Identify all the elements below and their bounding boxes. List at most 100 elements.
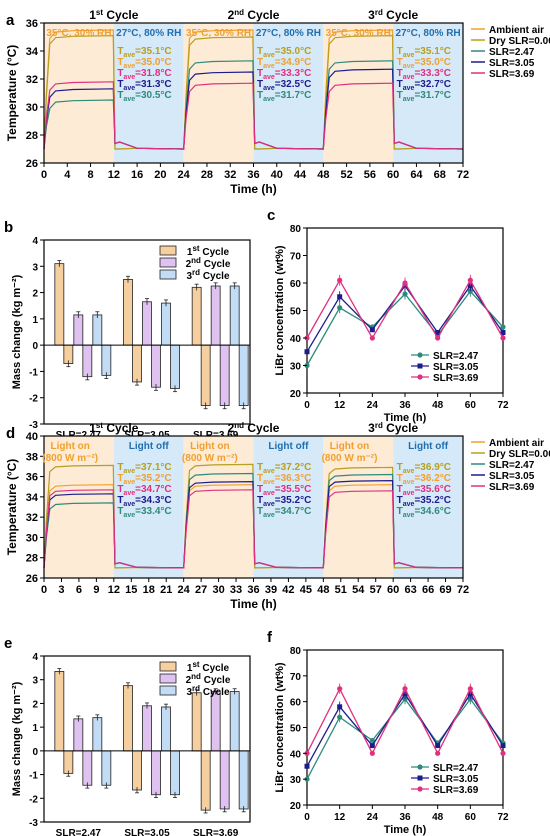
panel-f-xtick-label: 60 (465, 812, 477, 823)
panel-a-tave-label: Tave=33.3°C (257, 68, 311, 81)
panel-c-legend-marker (417, 363, 423, 369)
panel-d-xtick-label: 27 (195, 584, 207, 596)
panel-d-shade-on-2 (323, 436, 394, 578)
panel-d-xtick-label: 30 (212, 584, 224, 596)
panel-e-ytick-label: 0 (32, 747, 38, 758)
panel-e-ytick-label: -3 (29, 818, 38, 829)
panel-b-frame (43, 239, 251, 425)
panel-d-on-label: Light on (50, 441, 89, 452)
panel-c-point (337, 277, 343, 283)
panel-d-on-label-2: (800 W m⁻²) (322, 453, 378, 464)
panel-d-line-slr369 (43, 489, 463, 569)
panel-e-legend-swatch (159, 661, 177, 672)
panel-d-off-label: Light off (129, 441, 170, 452)
panel-a-xtick-label: 68 (434, 169, 446, 181)
panel-c-point (435, 330, 441, 335)
panel-d-xlabel: Time (h) (230, 597, 276, 611)
panel-a-tave-label: Tave=31.7°C (397, 90, 451, 103)
panel-f-ytick-label: 80 (290, 646, 302, 657)
panel-a-xtick-label: 16 (131, 169, 143, 181)
panel-d-line-dry (43, 463, 463, 569)
panel-a-ytick-label: 28 (26, 130, 38, 142)
panel-d-xtick-label: 54 (352, 584, 365, 596)
panel-e-frame (43, 655, 251, 823)
panel-a-legend-label: SLR=3.69 (489, 69, 535, 80)
panel-f-legend-marker (417, 775, 423, 781)
panel-b-ytick-label: 1 (32, 315, 38, 326)
panel-e-bar-neg (63, 750, 74, 774)
panel-c-legend-label: SLR=2.47 (433, 351, 479, 362)
panel-e-legend-swatch (159, 685, 177, 696)
panel-c-xtick-label: 0 (304, 400, 310, 411)
panel-a-shade-off-2 (393, 23, 463, 163)
panel-f-ytick-label: 50 (290, 724, 302, 735)
panel-b-ytick-label: 3 (32, 262, 38, 273)
panel-a-line-dry (43, 34, 463, 150)
panel-c-ylabel: LiBr concentration (wt%) (274, 245, 286, 376)
panel-d-xtick-label: 9 (93, 584, 99, 596)
panel-a-ytick-label: 36 (26, 18, 38, 30)
panel-f-point (500, 750, 506, 756)
panel-d-tave-label: Tave=35.2°C (117, 473, 171, 486)
panel-f-xtick-label: 24 (367, 812, 379, 823)
panel-a-letter: a (6, 12, 15, 29)
panel-f-point (304, 763, 310, 769)
panel-f-legend-label: SLR=2.47 (433, 763, 479, 774)
panel-a-off-label: 27°C, 80% RH (256, 28, 321, 39)
panel-c-xtick-label: 48 (432, 400, 444, 411)
panel-d-line-slr305 (43, 479, 463, 569)
panel-e-category-label: SLR=2.47 (56, 828, 102, 836)
panel-d-xtick-label: 45 (300, 584, 312, 596)
panel-d-legend-label: SLR=3.05 (489, 471, 535, 482)
panel-f-point (337, 714, 343, 720)
panel-b-bar-pos (210, 285, 221, 346)
panel-c-point (500, 330, 506, 335)
panel-d-xtick-label: 60 (387, 584, 399, 596)
panel-d-xtick-label: 48 (317, 584, 329, 596)
panel-c-point (337, 305, 343, 311)
panel-a-cycle-title: 3rd Cycle (368, 8, 418, 22)
panel-e-bar-pos (73, 718, 84, 752)
panel-b-bar-pos (161, 302, 171, 346)
panel-d-shade-on-1 (183, 436, 254, 578)
panel-d-ytick-label: 36 (26, 472, 38, 484)
panel-b-legend-label: 3rd Cycle (186, 268, 229, 282)
panel-e-bar-pos (92, 717, 103, 752)
panel-a-xtick-label: 0 (41, 169, 47, 181)
panel-f-point (402, 696, 408, 702)
panel-d-xtick-label: 63 (405, 584, 417, 596)
panel-f-ytick-label: 30 (290, 775, 302, 786)
panel-a-xtick-label: 20 (154, 169, 166, 181)
panel-d-xtick-label: 39 (265, 584, 277, 596)
panel-e-bar-neg (200, 750, 211, 811)
panel-a-shade-off-0 (113, 23, 184, 163)
panel-c-ytick-label: 30 (290, 362, 302, 373)
panel-f-point (402, 686, 408, 692)
panel-d-off-label: Light off (268, 441, 309, 452)
panel-b-bar-neg (101, 344, 112, 376)
panel-a-cycle-title: 2nd Cycle (228, 8, 280, 22)
panel-e-letter: e (4, 635, 12, 652)
panel-d-xtick-label: 12 (108, 584, 120, 596)
panel-c-xtick-label: 36 (399, 400, 411, 411)
panel-b-legend-label: 2nd Cycle (186, 256, 231, 270)
panel-a-tave-label: Tave=35.1°C (397, 46, 451, 59)
panel-f-point (369, 743, 375, 749)
panel-a-xtick-label: 24 (178, 169, 191, 181)
panel-d-tave-label: Tave=35.2°C (257, 495, 311, 508)
panel-d-tave-label: Tave=35.2°C (397, 495, 451, 508)
panel-c-xtick-label: 60 (465, 400, 477, 411)
panel-d-on-label: Light on (190, 441, 229, 452)
panel-f-xtick-label: 36 (399, 812, 411, 823)
panel-a-on-label: 35°C, 30% RH (326, 28, 391, 39)
panel-a-tave-label: Tave=35.0°C (397, 57, 451, 70)
panel-d-xtick-label: 69 (439, 584, 451, 596)
panel-a-on-label: 35°C, 30% RH (46, 28, 111, 39)
panel-a-legend-label: Dry SLR=0.00 (489, 36, 550, 47)
panel-a-tave-label: Tave=31.7°C (257, 90, 311, 103)
panel-c-point (337, 294, 343, 300)
panel-c-ytick-label: 70 (290, 252, 302, 263)
panel-c-point (402, 280, 408, 286)
panel-b-legend-swatch (159, 245, 177, 256)
panel-a-xtick-label: 72 (457, 169, 469, 181)
